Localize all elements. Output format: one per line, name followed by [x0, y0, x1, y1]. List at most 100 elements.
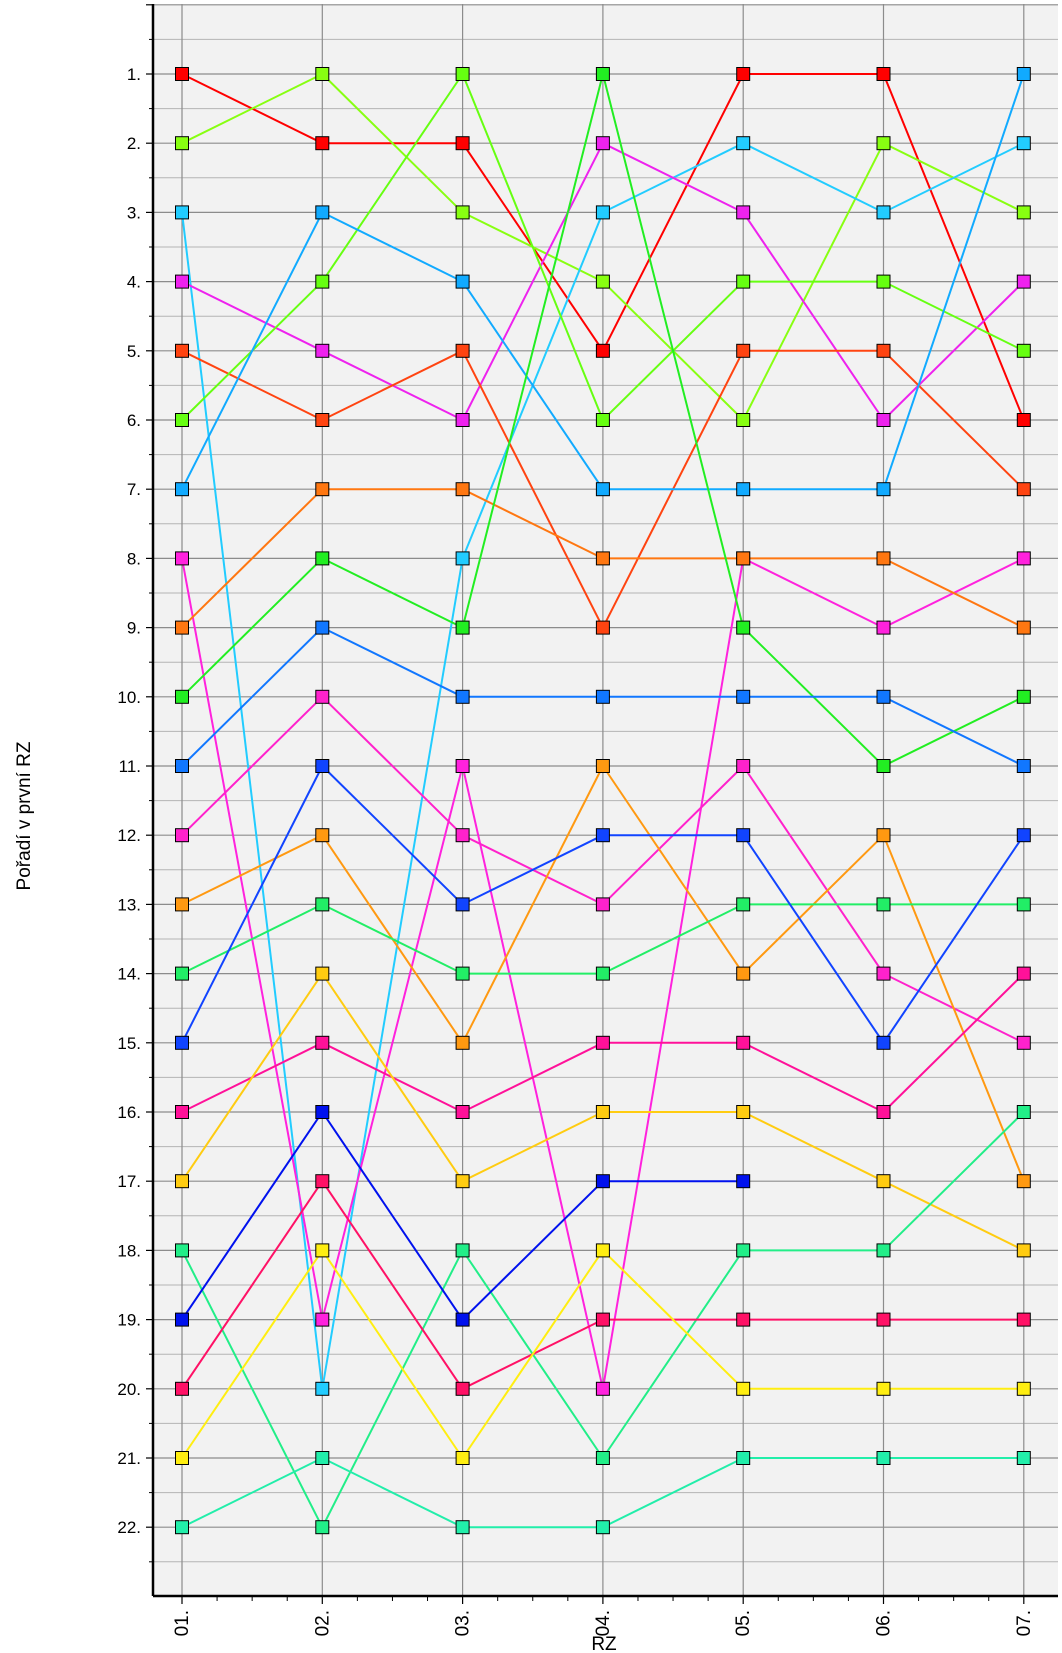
data-point — [595, 274, 610, 289]
data-point — [876, 136, 891, 151]
data-point — [736, 1035, 751, 1050]
data-point — [876, 1174, 891, 1189]
data-point — [315, 482, 330, 497]
data-point — [315, 343, 330, 358]
minor-gridlines — [153, 38, 1058, 1563]
y-tick-label: 22. — [117, 1518, 141, 1537]
data-point — [175, 1520, 189, 1535]
data-point — [315, 1520, 330, 1535]
data-point — [1016, 1451, 1031, 1465]
y-tick-label: 11. — [119, 757, 141, 776]
data-point — [595, 897, 610, 912]
data-point — [315, 620, 330, 635]
x-tick-labels: 01. 02. 03. 04. 05. 06. 07. — [172, 1610, 1035, 1636]
data-point — [595, 1035, 610, 1050]
y-tick-label: 9. — [127, 619, 141, 638]
data-point — [1016, 759, 1031, 773]
data-point — [595, 828, 610, 843]
data-point — [315, 759, 330, 773]
x-tick-label: 01. — [172, 1610, 193, 1636]
data-point — [736, 482, 751, 497]
data-point — [175, 759, 189, 773]
data-point — [595, 759, 610, 773]
data-point — [455, 897, 470, 912]
data-point — [595, 1451, 610, 1465]
data-point — [736, 897, 751, 912]
x-tick-label: 05. — [733, 1610, 754, 1636]
plot-area — [153, 4, 1058, 1596]
data-point — [1016, 413, 1031, 427]
data-point — [736, 551, 751, 566]
data-point — [175, 689, 189, 704]
data-point — [876, 689, 891, 704]
y-tick-label: 1. — [127, 65, 141, 84]
data-point — [595, 1381, 610, 1396]
data-point — [595, 136, 610, 151]
data-point — [736, 966, 751, 981]
data-point — [175, 1174, 189, 1189]
data-point — [736, 1451, 751, 1465]
data-point — [876, 343, 891, 358]
data-point — [175, 1035, 189, 1050]
data-point — [1016, 1243, 1031, 1258]
data-point — [175, 1381, 189, 1396]
data-point — [175, 897, 189, 912]
data-point — [175, 413, 189, 427]
data-point — [1016, 67, 1031, 81]
data-point — [455, 828, 470, 843]
y-tick-label: 5. — [127, 342, 141, 361]
y-tick-label: 21. — [117, 1449, 141, 1468]
data-point — [1016, 966, 1031, 981]
data-point — [315, 1105, 330, 1119]
data-point — [455, 343, 470, 358]
data-point — [175, 136, 189, 151]
data-point — [595, 966, 610, 981]
data-point — [455, 1105, 470, 1119]
data-point — [455, 1381, 470, 1396]
data-point — [455, 1243, 470, 1258]
data-point — [175, 1243, 189, 1258]
data-point — [175, 482, 189, 497]
x-tick-label: 06. — [874, 1610, 895, 1636]
data-point — [1016, 205, 1031, 220]
data-point — [595, 689, 610, 704]
data-point — [876, 1381, 891, 1396]
data-point — [175, 620, 189, 635]
y-tick-label: 17. — [117, 1172, 141, 1191]
y-tick-labels: 1. 2. 3. 4. 5. 6. 7. 8. 9. 10. 11. 12. 13. 14. 15. 16. 1… — [117, 65, 141, 1537]
data-point — [736, 759, 751, 773]
data-point — [175, 966, 189, 981]
data-point — [736, 620, 751, 635]
data-point — [1016, 828, 1031, 843]
data-point — [736, 1105, 751, 1119]
data-point — [455, 1035, 470, 1050]
y-tick-label: 14. — [117, 965, 141, 984]
data-point — [876, 1451, 891, 1465]
x-axis-title: RZ — [591, 1634, 617, 1653]
data-point — [315, 67, 330, 81]
data-point — [315, 966, 330, 981]
data-point — [876, 828, 891, 843]
y-tick-label: 13. — [117, 895, 141, 914]
data-point — [315, 1035, 330, 1050]
data-point — [1016, 136, 1031, 151]
data-point — [736, 413, 751, 427]
data-point — [315, 1243, 330, 1258]
data-point — [455, 205, 470, 220]
y-tick-label: 19. — [117, 1311, 141, 1330]
data-point — [315, 205, 330, 220]
data-point — [1016, 274, 1031, 289]
data-point — [175, 828, 189, 843]
series-markers — [175, 67, 1031, 1535]
data-point — [736, 1174, 751, 1189]
data-point — [595, 482, 610, 497]
data-point — [455, 413, 470, 427]
data-point — [1016, 551, 1031, 566]
data-point — [595, 620, 610, 635]
data-point — [876, 620, 891, 635]
data-point — [455, 551, 470, 566]
data-point — [876, 1035, 891, 1050]
data-point — [736, 136, 751, 151]
y-tick-label: 2. — [127, 134, 141, 153]
data-point — [1016, 620, 1031, 635]
